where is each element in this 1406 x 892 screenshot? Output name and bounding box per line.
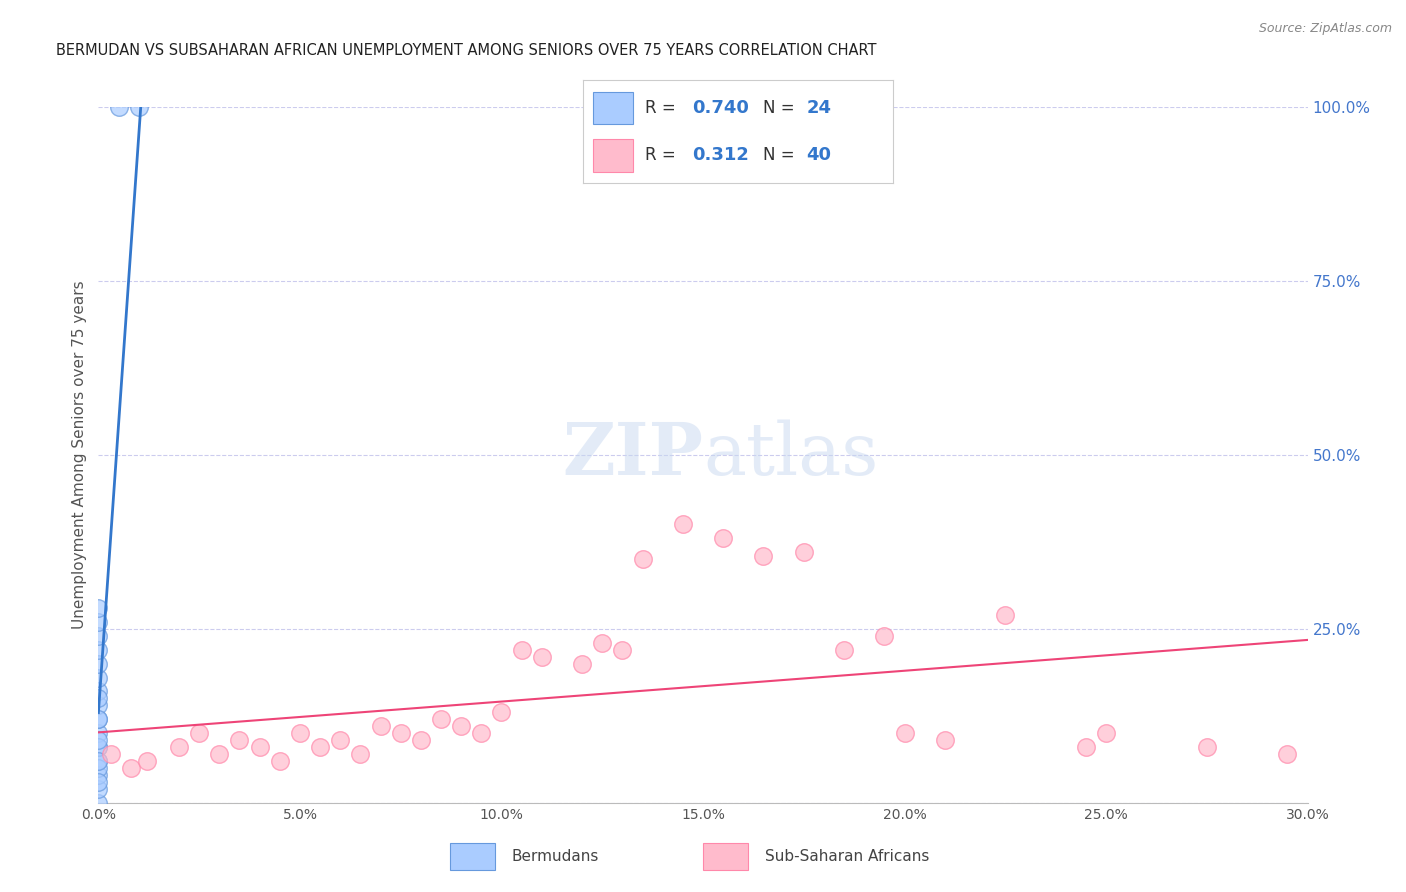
Point [87, 671, 110, 685]
Point [288, 726, 311, 740]
Point [612, 642, 634, 657]
Point [87, 712, 110, 726]
Point [100, 747, 122, 761]
Point [87, 691, 110, 706]
Text: N =: N = [763, 99, 794, 117]
Point [1195, 740, 1218, 755]
Point [370, 719, 392, 733]
Point [87, 754, 110, 768]
Text: 0.312: 0.312 [692, 146, 748, 164]
Text: N =: N = [763, 146, 794, 164]
Point [873, 629, 896, 643]
Text: ZIP: ZIP [562, 419, 703, 491]
Point [87, 733, 110, 747]
Y-axis label: Unemployment Among Seniors over 75 years: Unemployment Among Seniors over 75 years [72, 281, 87, 629]
Point [249, 740, 271, 755]
Point [87, 796, 110, 810]
Bar [593, 139, 633, 171]
Point [430, 712, 453, 726]
Point [87, 740, 110, 755]
Point [87, 642, 110, 657]
Point [208, 747, 231, 761]
Point [349, 747, 371, 761]
Point [87, 684, 110, 698]
Point [571, 657, 593, 671]
Point [994, 607, 1017, 622]
Point [530, 649, 553, 664]
Point [329, 733, 352, 747]
Point [128, 100, 150, 114]
Point [832, 642, 855, 657]
Point [1095, 726, 1118, 740]
Point [87, 615, 110, 629]
Point [269, 754, 291, 768]
Text: R =: R = [645, 146, 676, 164]
Point [167, 740, 190, 755]
Text: Bermudans: Bermudans [512, 849, 599, 863]
Point [470, 726, 492, 740]
Point [87, 781, 110, 796]
Point [87, 726, 110, 740]
Point [1277, 747, 1299, 761]
Point [87, 629, 110, 643]
Text: Source: ZipAtlas.com: Source: ZipAtlas.com [1258, 22, 1392, 36]
Point [87, 761, 110, 775]
Text: atlas: atlas [703, 419, 879, 491]
Text: 24: 24 [806, 99, 831, 117]
Point [228, 733, 250, 747]
Point [107, 100, 129, 114]
Point [120, 761, 142, 775]
Text: R =: R = [645, 99, 676, 117]
Point [87, 698, 110, 713]
Point [510, 642, 533, 657]
Point [87, 601, 110, 615]
Text: Sub-Saharan Africans: Sub-Saharan Africans [765, 849, 929, 863]
Point [631, 552, 654, 566]
Bar [703, 843, 748, 870]
Point [711, 532, 734, 546]
Point [1074, 740, 1097, 755]
Point [450, 719, 472, 733]
Point [934, 733, 956, 747]
Text: 0.740: 0.740 [692, 99, 748, 117]
Point [893, 726, 915, 740]
Point [135, 754, 157, 768]
Point [752, 549, 775, 563]
Point [409, 733, 432, 747]
Point [793, 545, 815, 559]
Bar [450, 843, 495, 870]
Point [188, 726, 211, 740]
Point [491, 706, 513, 720]
Text: 40: 40 [806, 146, 831, 164]
Point [87, 754, 110, 768]
Point [389, 726, 412, 740]
Text: BERMUDAN VS SUBSAHARAN AFRICAN UNEMPLOYMENT AMONG SENIORS OVER 75 YEARS CORRELAT: BERMUDAN VS SUBSAHARAN AFRICAN UNEMPLOYM… [56, 43, 877, 58]
Point [87, 740, 110, 755]
Point [591, 636, 613, 650]
Point [87, 768, 110, 782]
Bar [593, 92, 633, 124]
Point [87, 657, 110, 671]
Point [87, 775, 110, 789]
Point [87, 712, 110, 726]
Point [672, 517, 695, 532]
Point [309, 740, 332, 755]
